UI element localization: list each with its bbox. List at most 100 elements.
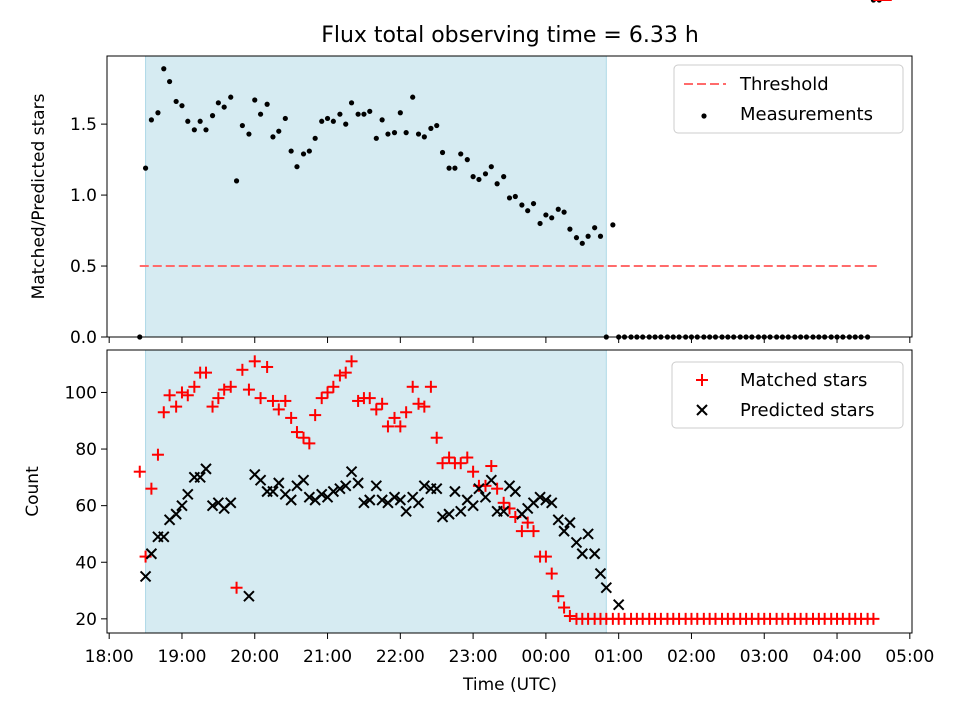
matched-star-point	[279, 394, 292, 407]
matched-star-point	[321, 386, 334, 399]
measurement-point	[166, 78, 173, 85]
matched-star-point	[485, 460, 498, 473]
measurement-point	[446, 165, 452, 171]
matched-star-point	[563, 610, 576, 623]
measurement-point	[592, 225, 598, 231]
matched-star-point	[175, 386, 188, 399]
matched-star-point	[491, 482, 504, 495]
matched-star-point	[527, 525, 540, 538]
measurement-point	[233, 178, 240, 184]
measurement-point	[543, 212, 549, 218]
measurement-point	[525, 208, 531, 214]
measurement-point	[373, 135, 379, 141]
matched-star-point	[145, 482, 158, 495]
matched-star-point	[418, 400, 431, 413]
measurement-point	[512, 193, 518, 200]
matched-star-point	[436, 457, 449, 470]
measurement-point	[319, 118, 325, 124]
measurement-point	[410, 94, 416, 100]
matched-star-point	[272, 403, 285, 416]
bottom-xtick-label: 22:00	[376, 647, 425, 667]
matched-star-point	[236, 363, 249, 376]
bottom-xtick-label: 18:00	[85, 647, 134, 667]
bottom-ytick-label: 60	[75, 497, 97, 517]
matched-star-point	[521, 516, 534, 529]
matched-star-point	[163, 389, 176, 402]
matched-star-point	[388, 411, 401, 424]
predicted-star-point	[285, 494, 297, 506]
measurement-point	[294, 164, 300, 170]
matched-star-point	[266, 394, 279, 407]
predicted-star-point	[345, 465, 358, 478]
measurement-point	[179, 103, 185, 109]
measurement-point	[555, 206, 561, 212]
predicted-star-point	[594, 567, 607, 580]
measurement-point	[488, 164, 494, 170]
bottom-ytick-label: 100	[65, 383, 97, 403]
predicted-star-point	[540, 494, 552, 506]
predicted-star-point	[145, 548, 158, 560]
legend-predicted-label: Predicted stars	[740, 400, 874, 421]
measurement-point	[482, 171, 489, 177]
measurement-point	[537, 220, 543, 227]
predicted-star-point	[612, 598, 625, 611]
predicted-star-point	[473, 482, 485, 495]
measurement-point	[379, 117, 385, 123]
predicted-star-point	[176, 499, 188, 512]
measurement-point	[561, 209, 567, 215]
matched-star-point	[406, 380, 419, 393]
matched-star-point	[339, 366, 352, 379]
matched-star-point	[370, 403, 383, 416]
matched-star-point	[230, 581, 243, 594]
measurement-point	[355, 111, 361, 117]
matched-star-point	[394, 420, 407, 433]
predicted-star-point	[400, 505, 412, 518]
measurement-point	[161, 66, 167, 72]
predicted-star-point	[254, 474, 267, 486]
matched-star-point	[261, 360, 274, 373]
predicted-star-point	[449, 485, 461, 498]
measurement-point	[348, 100, 355, 106]
matched-star-point	[515, 525, 528, 538]
matched-star-point	[181, 389, 194, 402]
measurement-point	[470, 174, 476, 180]
measurement-point	[270, 134, 276, 140]
measurement-point	[252, 97, 258, 103]
matched-star-point	[497, 496, 510, 509]
predicted-star-point	[158, 531, 170, 543]
legend-measurements-swatch	[701, 113, 707, 119]
measurement-point	[228, 94, 234, 100]
top-panel: 0.0 0.5 1.0 1.5 Matched/Predicted stars Thr…	[29, 0, 913, 348]
matched-star-point	[352, 394, 365, 407]
predicted-star-point	[412, 497, 425, 509]
measurement-point	[312, 135, 318, 141]
legend-matched-swatch	[696, 374, 708, 386]
measurement-point	[421, 134, 427, 140]
bottom-ytick-label: 20	[75, 610, 97, 630]
measurement-point	[264, 101, 270, 107]
matched-star-point	[151, 448, 164, 461]
matched-star-point	[363, 392, 376, 405]
predicted-star-point	[243, 590, 255, 602]
predicted-star-point	[370, 480, 383, 492]
predicted-star-point	[388, 491, 401, 503]
matched-star-point	[199, 366, 212, 379]
bottom-xtick-label: 03:00	[740, 647, 789, 667]
predicted-star-point	[534, 491, 546, 503]
predicted-star-point	[327, 485, 340, 498]
predicted-star-point	[455, 505, 467, 518]
measurement-point	[191, 127, 197, 133]
matched-star-point	[467, 465, 480, 478]
measurement-point	[246, 131, 252, 137]
measurement-point	[337, 111, 343, 117]
bottom-xtick-label: 04:00	[813, 647, 862, 667]
measurement-point	[148, 117, 154, 123]
bottom-ytick-label: 80	[75, 440, 97, 460]
measurement-point	[155, 110, 161, 116]
bottom-xtick-label: 00:00	[521, 647, 570, 667]
measurement-point	[415, 131, 422, 137]
predicted-star-point	[297, 474, 310, 486]
matched-star-point	[461, 451, 474, 464]
bottom-ytick-label: 40	[75, 553, 97, 573]
predicted-star-point	[558, 525, 570, 537]
